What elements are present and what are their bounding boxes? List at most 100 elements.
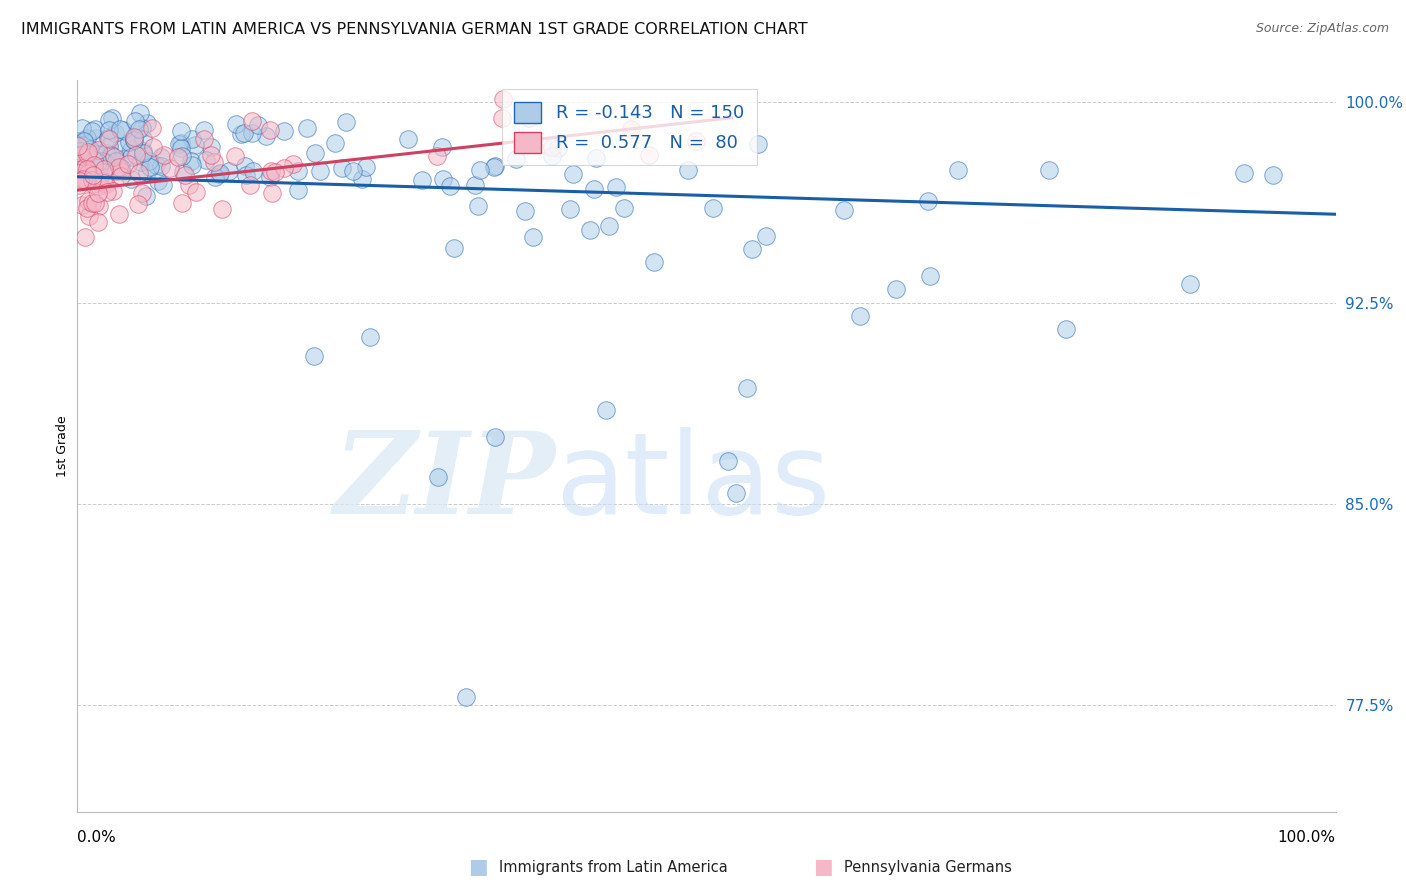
Point bbox=[79, 143, 101, 157]
Point bbox=[643, 255, 665, 269]
Point bbox=[211, 202, 233, 216]
Point bbox=[110, 161, 132, 175]
Point bbox=[80, 196, 103, 211]
Point bbox=[613, 201, 636, 215]
Point bbox=[208, 166, 231, 180]
Point bbox=[75, 160, 97, 174]
Point bbox=[122, 133, 145, 147]
Point bbox=[93, 176, 115, 190]
Point bbox=[218, 164, 240, 178]
Point bbox=[264, 165, 287, 179]
Point bbox=[124, 114, 146, 128]
Point bbox=[104, 164, 127, 178]
Point bbox=[491, 111, 513, 125]
Point bbox=[67, 161, 90, 176]
Point bbox=[884, 282, 907, 296]
Point bbox=[138, 153, 160, 168]
Point bbox=[76, 146, 98, 161]
Point bbox=[159, 161, 181, 175]
Point bbox=[173, 168, 195, 182]
Point bbox=[426, 149, 449, 163]
Point bbox=[132, 145, 155, 160]
Point bbox=[127, 197, 149, 211]
Point bbox=[330, 161, 353, 176]
Point bbox=[193, 132, 215, 146]
Point bbox=[260, 186, 283, 201]
Point bbox=[540, 149, 562, 163]
Point bbox=[1054, 322, 1077, 336]
Point bbox=[259, 163, 281, 178]
Point bbox=[84, 196, 107, 211]
Point bbox=[69, 148, 91, 162]
Point bbox=[443, 241, 465, 255]
Point bbox=[309, 163, 332, 178]
Point bbox=[741, 242, 763, 256]
Point bbox=[735, 381, 758, 395]
Point bbox=[97, 132, 120, 146]
Point bbox=[76, 130, 98, 145]
Point bbox=[169, 124, 191, 138]
Point bbox=[582, 182, 605, 196]
Point bbox=[432, 172, 454, 186]
Point bbox=[208, 167, 231, 181]
Point bbox=[149, 159, 172, 173]
Point bbox=[67, 163, 90, 178]
Point bbox=[946, 163, 969, 178]
Point bbox=[505, 153, 527, 167]
Point bbox=[287, 183, 309, 197]
Point bbox=[702, 202, 724, 216]
Point bbox=[1038, 162, 1060, 177]
Point bbox=[167, 137, 190, 152]
Point bbox=[755, 228, 778, 243]
Point bbox=[87, 143, 110, 157]
Point bbox=[69, 144, 91, 158]
Text: Pennsylvania Germans: Pennsylvania Germans bbox=[844, 860, 1011, 874]
Point bbox=[128, 122, 150, 136]
Point bbox=[86, 147, 108, 161]
Point bbox=[83, 158, 105, 172]
Point bbox=[110, 169, 132, 184]
Point bbox=[132, 131, 155, 145]
Point bbox=[87, 179, 110, 194]
Point bbox=[97, 130, 120, 145]
Point bbox=[152, 178, 174, 192]
Point bbox=[72, 133, 94, 147]
Point bbox=[273, 124, 295, 138]
Point bbox=[323, 136, 346, 150]
Point bbox=[120, 144, 142, 158]
Point bbox=[297, 120, 319, 135]
Point bbox=[105, 153, 128, 168]
Point bbox=[170, 136, 193, 151]
Point bbox=[172, 165, 194, 179]
Point bbox=[76, 145, 98, 159]
Point bbox=[200, 140, 222, 154]
Point bbox=[717, 454, 740, 468]
Point bbox=[302, 349, 325, 363]
Point bbox=[77, 145, 100, 160]
Point bbox=[1261, 168, 1284, 182]
Point bbox=[107, 161, 129, 175]
Point bbox=[89, 177, 111, 191]
Point bbox=[177, 178, 200, 192]
Point bbox=[75, 230, 97, 244]
Point bbox=[86, 131, 108, 145]
Point bbox=[135, 116, 157, 130]
Point bbox=[91, 165, 114, 179]
Point bbox=[122, 133, 145, 147]
Point bbox=[91, 174, 114, 188]
Point bbox=[94, 154, 117, 169]
Point bbox=[77, 209, 100, 223]
Point bbox=[131, 121, 153, 136]
Point bbox=[180, 154, 202, 169]
Point bbox=[83, 153, 105, 168]
Point bbox=[747, 136, 769, 151]
Point bbox=[225, 117, 247, 131]
Point bbox=[96, 185, 118, 199]
Point bbox=[135, 189, 157, 203]
Point bbox=[72, 120, 94, 135]
Point bbox=[561, 167, 583, 181]
Point bbox=[193, 122, 215, 136]
Point bbox=[352, 171, 374, 186]
Point bbox=[467, 199, 489, 213]
Point bbox=[283, 157, 305, 171]
